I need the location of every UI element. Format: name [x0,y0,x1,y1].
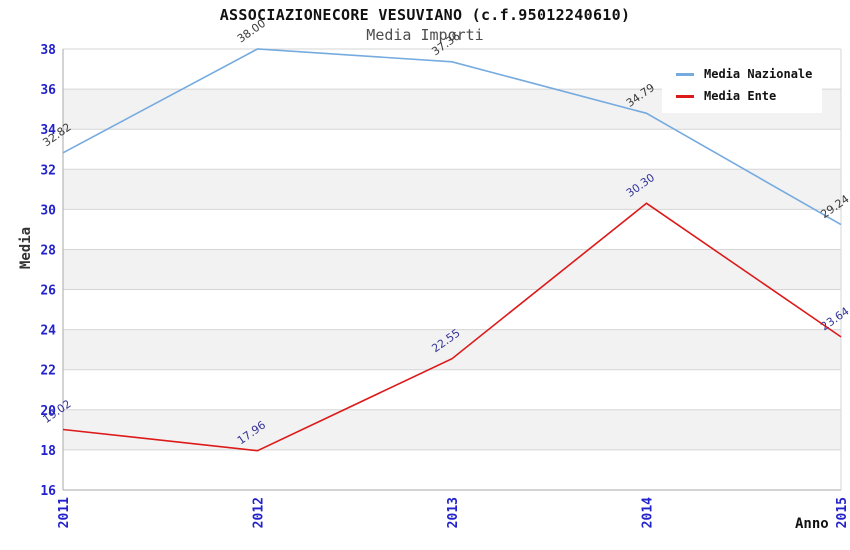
x-tick-label: 2012 [252,497,267,528]
y-tick-label: 16 [40,484,56,499]
plot-band [63,409,841,450]
series-line-media-nazionale [62,48,842,226]
chart-title: ASSOCIAZIONECORE VESUVIANO (c.f.95012240… [219,6,631,24]
y-tick-label: 22 [40,364,56,379]
y-tick-label: 28 [40,244,56,259]
legend-item-label: Media Nazionale [704,67,813,81]
y-tick-label: 32 [40,163,56,178]
chart-subtitle: Media Importi [366,26,484,44]
value-label-media-ente: 23.64 [818,305,850,334]
x-tick-label: 2014 [641,497,656,528]
y-tick-label: 20 [40,404,56,419]
y-tick-label: 24 [40,324,56,339]
plot-band [63,249,841,290]
legend-swatch-line [676,72,694,76]
x-tick-label: 2013 [446,497,461,528]
value-label-media-nazionale: 37.36 [429,30,462,59]
legend: Media Nazionale Media Ente [662,57,823,113]
y-tick-label: 18 [40,444,56,459]
legend-item-label: Media Ente [704,89,777,103]
x-axis-title: Anno [795,516,829,532]
x-tick-label: 2015 [835,497,850,528]
series-line-media-ente [62,202,842,452]
y-tick-label: 30 [40,203,56,218]
y-tick-label: 36 [40,83,56,98]
x-tick-label: 2011 [57,497,72,528]
y-tick-label: 26 [40,284,56,299]
legend-item-media-ente: Media Ente [676,85,812,107]
y-tick-label: 34 [40,123,56,138]
y-tick-label: 38 [40,43,56,58]
legend-swatch-line [676,94,694,98]
y-axis-title: Media [18,226,34,270]
plot-band [63,329,841,370]
plot-band [63,169,841,210]
value-label-media-nazionale: 38.00 [235,17,268,46]
legend-item-media-nazionale: Media Nazionale [676,63,812,85]
